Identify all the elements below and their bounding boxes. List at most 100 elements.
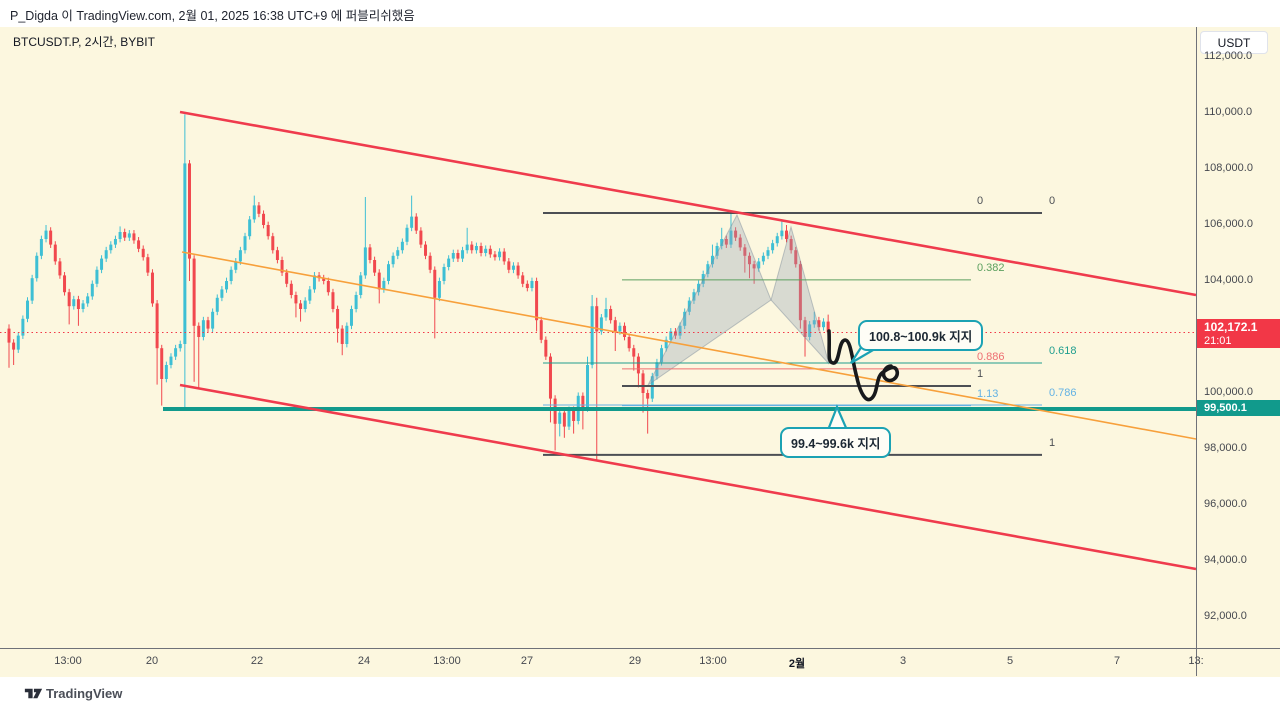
candle-body — [757, 261, 761, 269]
candle-body — [35, 255, 39, 279]
candle-body — [104, 250, 108, 259]
candle-body — [308, 289, 312, 301]
candle-body — [215, 297, 219, 312]
publish-header: P_Digda 이 TradingView.com, 2월 01, 2025 1… — [10, 5, 415, 24]
fib-label-0: 0 — [1049, 194, 1056, 207]
orange-trendline[interactable] — [181, 251, 1197, 440]
candle-body — [669, 331, 673, 340]
candle-body — [386, 264, 390, 281]
price-tick-112k: 112,000.0 — [1204, 50, 1253, 62]
candle-body — [479, 246, 483, 253]
hand-drawn-projection[interactable] — [827, 329, 900, 402]
candle-body — [724, 239, 728, 245]
candle-body — [150, 272, 154, 304]
fib-label-1.13: 1.13 — [977, 387, 999, 400]
candle-body — [160, 348, 164, 379]
candle-body — [493, 254, 497, 258]
time-tick-5: 5 — [1006, 655, 1014, 667]
currency-toggle-button[interactable]: USDT — [1200, 31, 1268, 54]
candle-body — [280, 260, 284, 273]
callout-annotation-2[interactable]: 99.4~99.6k 지지 — [780, 427, 892, 458]
time-tick-20: 20 — [145, 655, 159, 667]
candle-body — [137, 240, 141, 249]
candle-body — [428, 255, 432, 270]
candle-body — [373, 260, 377, 273]
candle-body — [405, 227, 409, 242]
candle-body — [484, 248, 488, 253]
candle-body — [567, 409, 571, 427]
candle-body — [271, 236, 275, 251]
candle-body — [516, 265, 520, 276]
candle-body — [664, 339, 668, 349]
candle-body — [225, 281, 229, 290]
candle-body — [326, 281, 330, 293]
channel-top-line[interactable] — [179, 110, 1197, 297]
tradingview-logo-icon[interactable] — [24, 686, 43, 706]
time-tick-22: 22 — [250, 655, 264, 667]
candle-body — [127, 233, 131, 238]
candle-body — [701, 274, 705, 284]
candle-body — [697, 283, 701, 293]
fib-label-0.786: 0.786 — [1049, 387, 1077, 400]
candle-body — [734, 230, 738, 238]
candle-body — [345, 325, 349, 344]
chart-background — [0, 27, 1280, 677]
callout-annotation-1[interactable]: 100.8~100.9k 지지 — [858, 320, 984, 351]
candle-body — [775, 236, 779, 244]
candle-body — [641, 373, 645, 393]
candle-body — [544, 339, 548, 357]
xabcd-pattern[interactable] — [647, 213, 772, 386]
candle-body — [243, 236, 247, 251]
candle-body — [521, 275, 525, 284]
candle-body — [377, 272, 381, 290]
candle-body — [257, 205, 261, 214]
candle-body — [433, 269, 437, 298]
candle-body — [414, 216, 418, 231]
candle-body — [289, 283, 293, 295]
candle-body — [331, 292, 335, 309]
candle-body — [58, 261, 62, 276]
candle-body — [442, 267, 446, 281]
candle-body — [67, 292, 71, 307]
candle-body — [710, 255, 714, 265]
candle-body — [535, 281, 539, 321]
candle-body — [660, 348, 664, 363]
time-tick-3: 3 — [899, 655, 907, 667]
candle-body — [201, 320, 205, 337]
candle-body — [100, 258, 104, 270]
time-tick-29: 29 — [628, 655, 642, 667]
support-price-value: 99,500.1 — [1204, 402, 1247, 414]
candle-body — [192, 258, 196, 326]
symbol-title[interactable]: BTCUSDT.P, 2시간, BYBIT — [13, 35, 155, 49]
channel-bottom-line[interactable] — [179, 383, 1197, 571]
price-tick-106k: 106,000.0 — [1204, 218, 1253, 230]
price-tick-94k: 94,000.0 — [1204, 554, 1247, 566]
candle-body — [562, 412, 566, 427]
candle-body — [530, 281, 534, 288]
fib-label-0.886: 0.886 — [977, 350, 1005, 363]
fib-label-1: 1 — [1049, 436, 1056, 449]
time-tick-1300: 13:00 — [433, 655, 461, 667]
candle-body — [419, 230, 423, 245]
xabcd-pattern[interactable] — [770, 225, 830, 365]
candle-body — [141, 248, 145, 258]
candle-body — [683, 311, 687, 326]
candle-body — [12, 342, 16, 350]
candle-body — [507, 261, 511, 270]
candle-body — [30, 278, 34, 301]
candle-body — [113, 239, 117, 245]
candle-body — [752, 264, 756, 269]
candle-body — [187, 163, 191, 259]
candle-body — [349, 309, 353, 326]
candle-body — [447, 258, 451, 267]
candle-body — [822, 321, 826, 328]
time-tick-27: 27 — [520, 655, 534, 667]
candle-body — [826, 321, 830, 333]
brand-name[interactable]: TradingView — [46, 686, 123, 701]
candle-body — [632, 348, 636, 357]
candle-body — [780, 230, 784, 237]
candle-body — [206, 320, 210, 329]
candle-body — [609, 309, 613, 321]
candle-body — [650, 376, 654, 399]
